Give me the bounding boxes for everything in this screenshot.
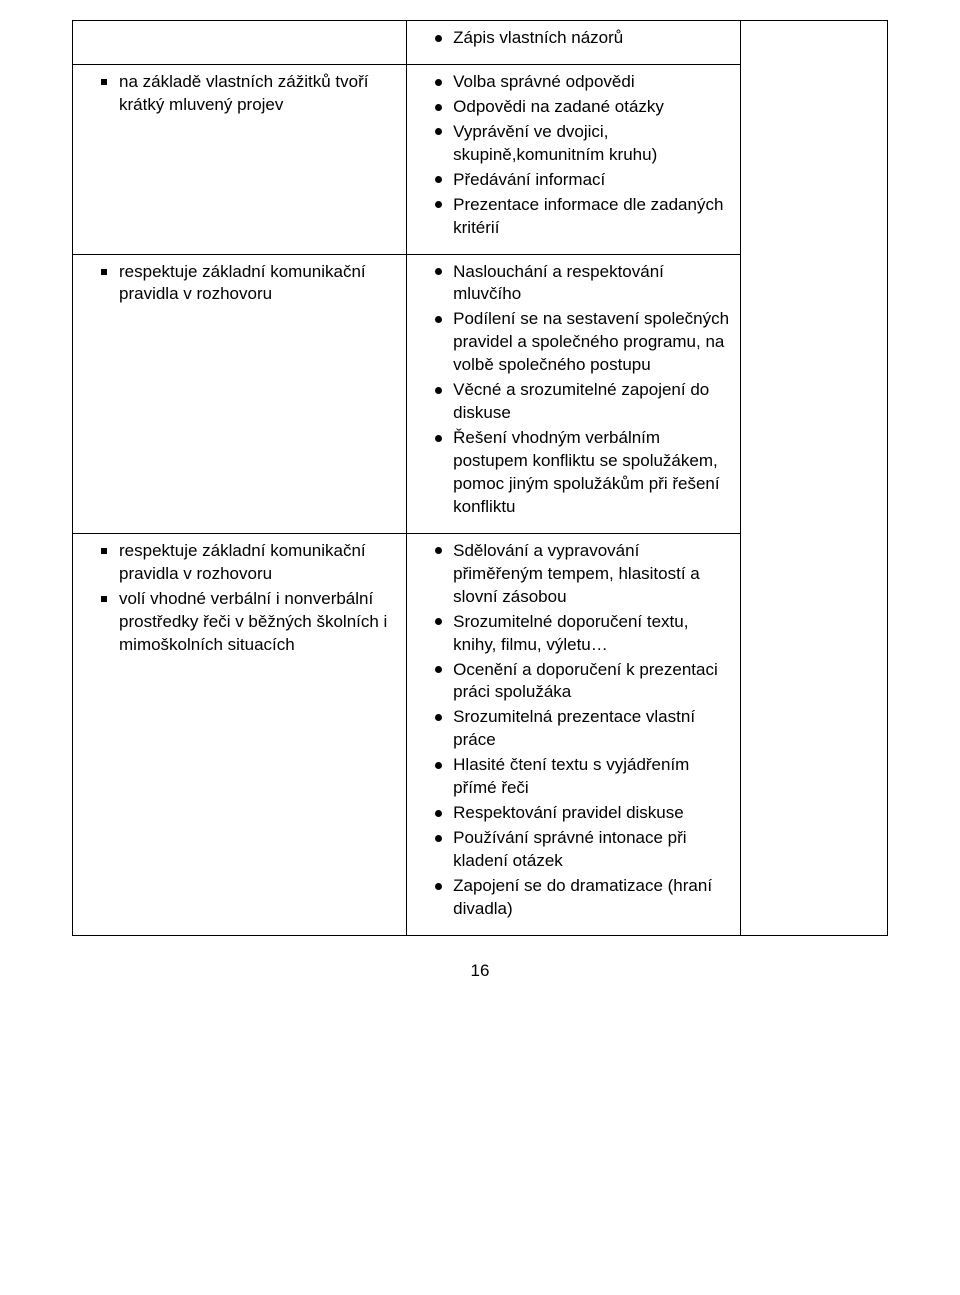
cell-col3: [741, 21, 888, 936]
cell-right-2: Naslouchání a respektování mluvčího Podí…: [407, 254, 741, 533]
right-list-1: Volba správné odpovědi Odpovědi na zadan…: [417, 71, 730, 240]
list-item: Naslouchání a respektování mluvčího: [437, 261, 730, 307]
list-item: Předávání informací: [437, 169, 730, 192]
right-list-0: Zápis vlastních názorů: [417, 27, 730, 50]
list-item: Odpovědi na zadané otázky: [437, 96, 730, 119]
list-item: Používání správné intonace při kladení o…: [437, 827, 730, 873]
cell-left-0: [73, 21, 407, 65]
list-item: Ocenění a doporučení k prezentaci práci …: [437, 659, 730, 705]
left-list-3: respektuje základní komunikační pravidla…: [83, 540, 396, 657]
list-item: Volba správné odpovědi: [437, 71, 730, 94]
list-item: Zapojení se do dramatizace (hraní divadl…: [437, 875, 730, 921]
list-item: volí vhodné verbální i nonverbální prost…: [103, 588, 396, 657]
list-item: Respektování pravidel diskuse: [437, 802, 730, 825]
list-item: na základě vlastních zážitků tvoří krátk…: [103, 71, 396, 117]
list-item: Vyprávění ve dvojici, skupině,komunitním…: [437, 121, 730, 167]
list-item: Podílení se na sestavení společných prav…: [437, 308, 730, 377]
list-item: Prezentace informace dle zadaných kritér…: [437, 194, 730, 240]
list-item: Zápis vlastních názorů: [437, 27, 730, 50]
list-item: Srozumitelná prezentace vlastní práce: [437, 706, 730, 752]
cell-left-3: respektuje základní komunikační pravidla…: [73, 533, 407, 935]
list-item: Srozumitelné doporučení textu, knihy, fi…: [437, 611, 730, 657]
cell-right-1: Volba správné odpovědi Odpovědi na zadan…: [407, 64, 741, 254]
list-item: Hlasité čtení textu s vyjádřením přímé ř…: [437, 754, 730, 800]
cell-right-0: Zápis vlastních názorů: [407, 21, 741, 65]
right-list-2: Naslouchání a respektování mluvčího Podí…: [417, 261, 730, 519]
left-list-1: na základě vlastních zážitků tvoří krátk…: [83, 71, 396, 117]
list-item: respektuje základní komunikační pravidla…: [103, 540, 396, 586]
left-list-2: respektuje základní komunikační pravidla…: [83, 261, 396, 307]
cell-left-2: respektuje základní komunikační pravidla…: [73, 254, 407, 533]
page-number: 16: [72, 960, 888, 983]
right-list-3: Sdělování a vypravování přiměřeným tempe…: [417, 540, 730, 921]
cell-left-1: na základě vlastních zážitků tvoří krátk…: [73, 64, 407, 254]
table-row: Zápis vlastních názorů: [73, 21, 888, 65]
list-item: respektuje základní komunikační pravidla…: [103, 261, 396, 307]
list-item: Věcné a srozumitelné zapojení do diskuse: [437, 379, 730, 425]
list-item: Řešení vhodným verbálním postupem konfli…: [437, 427, 730, 519]
list-item: Sdělování a vypravování přiměřeným tempe…: [437, 540, 730, 609]
content-table: Zápis vlastních názorů na základě vlastn…: [72, 20, 888, 936]
cell-right-3: Sdělování a vypravování přiměřeným tempe…: [407, 533, 741, 935]
